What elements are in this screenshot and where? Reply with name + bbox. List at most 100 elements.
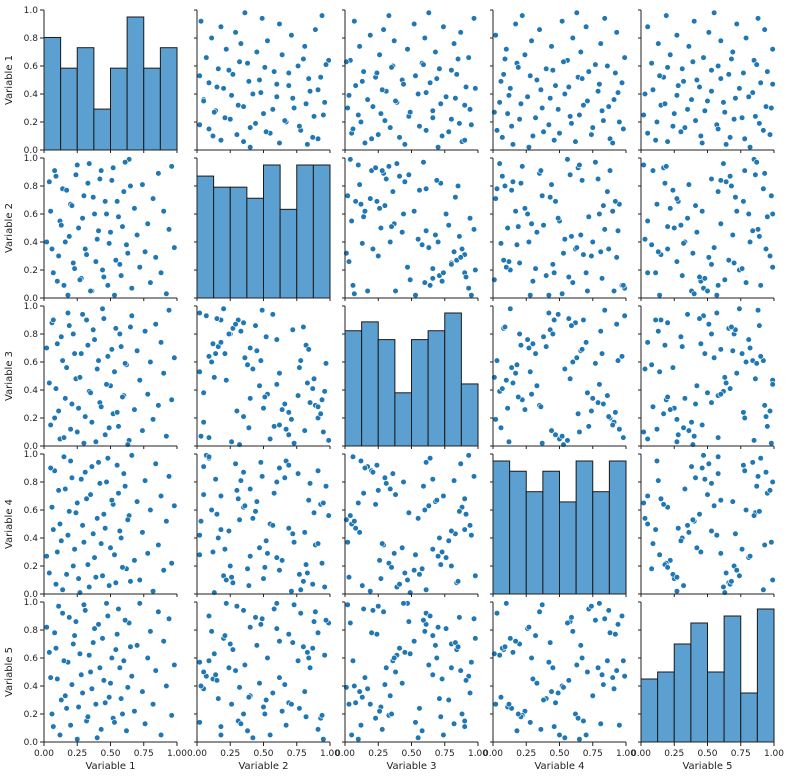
scatter-point <box>76 374 84 381</box>
scatter-point <box>100 273 107 281</box>
y-tick-label: 0.8 <box>24 34 39 44</box>
scatter-point <box>667 51 674 58</box>
histogram-bar <box>213 186 231 299</box>
scatter-point <box>513 361 521 368</box>
scatter-point <box>738 546 746 553</box>
scatter-point <box>501 55 509 63</box>
scatter-point <box>300 55 307 63</box>
scatter-point <box>221 350 229 357</box>
scatter-point <box>88 419 95 426</box>
scatter-point <box>470 15 478 22</box>
scatter-point <box>247 485 254 493</box>
scatter-point <box>738 350 746 357</box>
scatter-point <box>144 391 151 398</box>
scatter-point <box>567 375 574 382</box>
scatter-point <box>501 643 509 650</box>
scatter-point <box>697 340 704 347</box>
y-tick-label: 0.6 <box>24 210 39 220</box>
scatter-point <box>92 701 99 708</box>
scatter-point <box>123 727 130 734</box>
scatter-point <box>343 250 350 257</box>
scatter-point <box>212 476 219 483</box>
scatter-point <box>235 102 242 109</box>
scatter-point <box>83 316 90 324</box>
scatter-point <box>285 525 292 532</box>
histogram-bar <box>444 312 462 447</box>
scatter-point <box>606 629 614 636</box>
scatter-point <box>247 124 254 131</box>
scatter-point <box>613 29 620 36</box>
scatter-point <box>99 305 106 312</box>
scatter-point <box>71 350 78 357</box>
scatter-point <box>264 37 271 44</box>
scatter-point <box>72 171 80 178</box>
scatter-point <box>521 205 529 212</box>
scatter-point <box>290 104 298 112</box>
scatter-point <box>548 427 555 434</box>
scatter-point <box>91 336 98 343</box>
scatter-point <box>100 315 107 322</box>
scatter-point <box>761 170 768 177</box>
scatter-point <box>379 726 386 733</box>
scatter-point <box>689 441 696 448</box>
scatter-point <box>294 470 302 477</box>
scatter-point <box>163 682 170 690</box>
scatter-point <box>200 491 207 498</box>
scatter-point <box>745 93 752 100</box>
scatter-point <box>356 181 363 188</box>
scatter-point <box>157 339 165 346</box>
scatter-point <box>692 474 699 481</box>
scatter-point <box>493 127 501 134</box>
scatter-point <box>359 78 366 85</box>
scatter-point <box>361 208 369 215</box>
scatter-point <box>229 71 237 78</box>
scatter-point <box>621 312 628 319</box>
scatter-point <box>356 43 363 50</box>
scatter-point <box>86 160 93 167</box>
scatter-point <box>456 508 463 515</box>
y-tick-label: 0.4 <box>24 386 39 396</box>
scatter-point <box>76 650 84 657</box>
scatter-point <box>664 138 671 145</box>
scatter-point <box>606 167 614 174</box>
scatter-point <box>613 667 620 674</box>
scatter-point <box>66 614 73 621</box>
scatter-point <box>66 322 73 329</box>
scatter-point <box>118 534 125 542</box>
panel-4-4 <box>490 453 627 597</box>
histogram-bar <box>344 330 363 447</box>
scatter-point <box>693 229 700 236</box>
scatter-point <box>94 236 101 243</box>
scatter-point <box>318 712 326 719</box>
scatter-point <box>124 684 131 691</box>
scatter-point <box>211 650 218 657</box>
panel-3-4 <box>490 305 628 449</box>
scatter-point <box>465 54 472 61</box>
scatter-point <box>501 323 509 331</box>
scatter-point <box>717 550 724 557</box>
scatter-point <box>721 374 728 381</box>
scatter-point <box>655 40 662 47</box>
scatter-point <box>376 708 383 715</box>
scatter-point <box>364 96 371 103</box>
scatter-point <box>257 459 264 466</box>
scatter-point <box>225 664 233 671</box>
scatter-point <box>122 483 129 490</box>
scatter-point <box>62 238 69 246</box>
scatter-point <box>46 379 53 387</box>
scatter-point <box>160 370 167 377</box>
scatter-point <box>640 161 647 169</box>
scatter-point <box>74 161 81 169</box>
scatter-point <box>115 213 122 220</box>
scatter-point <box>314 629 322 636</box>
scatter-point <box>88 685 95 692</box>
scatter-point <box>271 68 278 75</box>
scatter-point <box>768 440 775 447</box>
scatter-point <box>345 701 353 708</box>
scatter-point <box>601 307 608 314</box>
scatter-point <box>288 32 295 39</box>
scatter-point <box>584 668 591 676</box>
scatter-point <box>155 170 162 177</box>
scatter-point <box>764 213 771 220</box>
scatter-point <box>754 15 762 22</box>
